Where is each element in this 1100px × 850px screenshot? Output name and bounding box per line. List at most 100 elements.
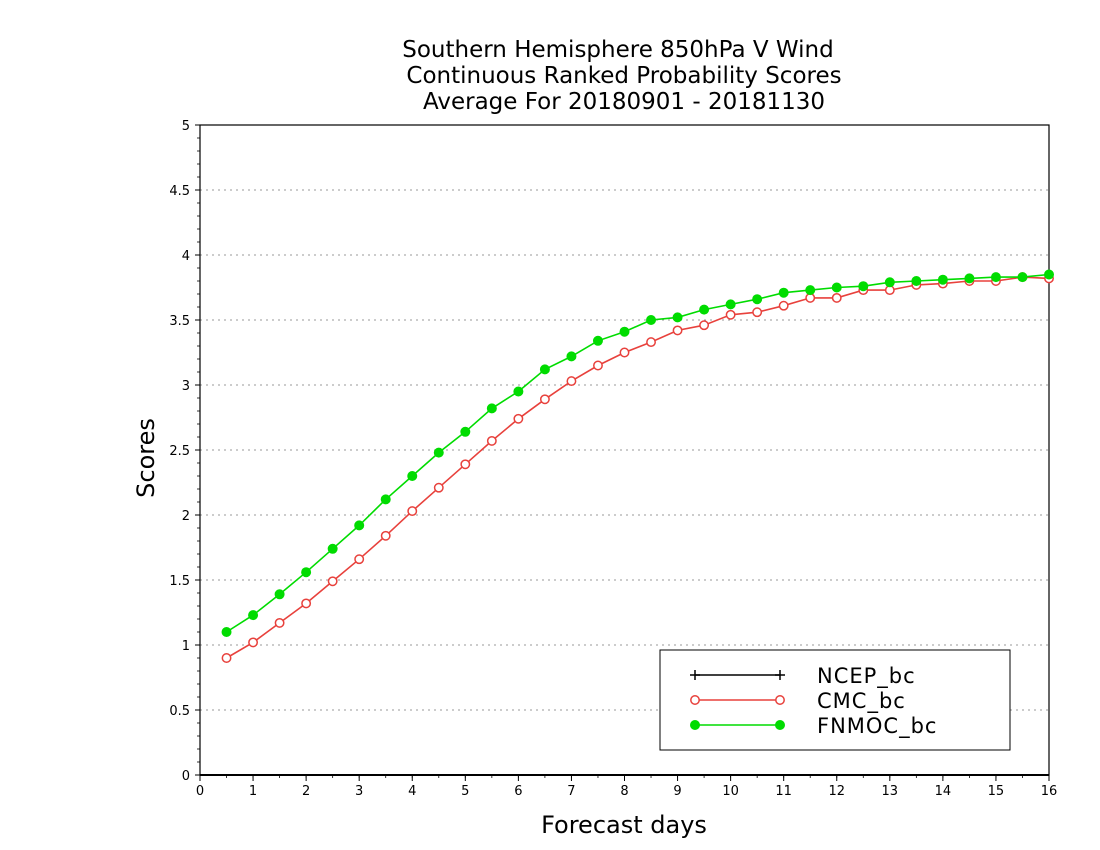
data-point-cmc-bc: [221, 653, 232, 663]
data-point-fnmoc-bc: [513, 386, 524, 397]
data-point-cmc-bc: [593, 360, 603, 371]
data-point-fnmoc-bc: [460, 426, 471, 437]
data-point-fnmoc-bc: [407, 471, 418, 481]
x-tick-label: 13: [882, 784, 899, 799]
data-point-fnmoc-bc: [937, 274, 948, 285]
data-point-fnmoc-bc: [619, 326, 630, 337]
data-point-fnmoc-bc: [221, 627, 232, 637]
data-point-cmc-bc: [380, 530, 391, 541]
data-point-cmc-bc: [831, 292, 842, 303]
data-point-cmc-bc: [248, 637, 259, 648]
data-point-cmc-bc: [619, 347, 630, 358]
data-point-cmc-bc: [566, 376, 577, 387]
series-line-fnmoc-bc: [226, 273, 1050, 633]
data-point-cmc-bc: [778, 300, 789, 311]
x-tick-label: 12: [828, 784, 845, 799]
data-point-cmc-bc: [354, 554, 365, 565]
data-point-fnmoc-bc: [486, 403, 497, 414]
y-tick-label: 3.5: [169, 314, 190, 329]
data-point-fnmoc-bc: [566, 351, 577, 362]
data-point-fnmoc-bc: [884, 277, 895, 288]
data-point-cmc-bc: [672, 325, 683, 336]
x-tick-label: 9: [673, 784, 681, 799]
y-tick-label: 2.5: [169, 444, 190, 459]
data-point-fnmoc-bc: [911, 276, 922, 286]
y-tick-label: 1: [182, 639, 190, 654]
legend-entry-cmc-bc: CMC_bc: [690, 689, 906, 714]
x-tick-label: 14: [935, 784, 952, 799]
y-tick-label: 4: [182, 249, 190, 264]
x-tick-label: 8: [620, 784, 628, 799]
series-layer: [221, 269, 1054, 663]
x-tick-label: 1: [249, 784, 257, 799]
x-tick-label: 10: [722, 784, 739, 799]
x-tick-label: 0: [196, 784, 204, 799]
data-point-cmc-bc: [646, 337, 656, 348]
x-axis-label: Forecast days: [541, 811, 707, 839]
data-point-fnmoc-bc: [433, 447, 444, 458]
data-point-fnmoc-bc: [752, 294, 763, 305]
x-tick-label: 4: [408, 784, 416, 799]
data-point-fnmoc-bc: [380, 494, 391, 505]
axes: 00.511.522.533.544.550 1 2 3 4 5 6 7 8 9 10 11 12 13 1…: [169, 119, 1057, 799]
legend-marker-fnmoc-bc: [775, 720, 785, 730]
chart-date-range: Average For 20180901 - 20181130: [423, 89, 825, 115]
data-point-cmc-bc: [539, 394, 550, 405]
data-point-cmc-bc: [301, 598, 312, 609]
x-tick-label: 3: [355, 784, 363, 799]
data-point-cmc-bc: [460, 459, 471, 470]
data-point-fnmoc-bc: [964, 273, 975, 284]
legend-marker-cmc-bc: [690, 695, 700, 705]
legend-entry-fnmoc-bc: FNMOC_bc: [690, 714, 937, 739]
data-point-cmc-bc: [699, 320, 710, 331]
data-point-fnmoc-bc: [1044, 269, 1054, 280]
data-point-fnmoc-bc: [672, 312, 683, 323]
data-point-fnmoc-bc: [539, 364, 550, 375]
data-point-cmc-bc: [513, 413, 524, 424]
data-point-fnmoc-bc: [274, 589, 285, 600]
y-tick-label: 4.5: [169, 184, 190, 199]
data-point-fnmoc-bc: [805, 285, 816, 296]
legend-entry-ncep-bc: NCEP_bc: [690, 664, 915, 689]
x-tick-label: 15: [988, 784, 1005, 799]
legend-marker-cmc-bc: [775, 695, 785, 705]
data-point-fnmoc-bc: [858, 281, 869, 292]
y-tick-label: 3: [182, 379, 190, 394]
data-point-fnmoc-bc: [831, 282, 842, 293]
legend-marker-fnmoc-bc: [690, 720, 700, 730]
data-point-fnmoc-bc: [725, 299, 736, 310]
data-point-cmc-bc: [327, 576, 338, 587]
x-tick-label: 11: [775, 784, 792, 799]
y-tick-label: 5: [182, 119, 190, 134]
data-point-fnmoc-bc: [646, 315, 657, 325]
data-point-cmc-bc: [725, 309, 736, 320]
data-point-cmc-bc: [486, 435, 497, 446]
data-point-cmc-bc: [407, 506, 418, 517]
x-tick-label: 7: [567, 784, 575, 799]
legend-label-fnmoc-bc: FNMOC_bc: [817, 714, 937, 739]
series-line-cmc-bc: [226, 276, 1050, 659]
y-tick-label: 0.5: [169, 704, 190, 719]
data-point-fnmoc-bc: [301, 567, 312, 578]
y-axis-label: Scores: [132, 418, 160, 498]
legend-marker-ncep-bc: [690, 670, 700, 680]
data-point-cmc-bc: [274, 617, 285, 628]
legend-marker-ncep-bc: [775, 670, 785, 680]
legend-label-cmc-bc: CMC_bc: [817, 689, 906, 714]
data-point-fnmoc-bc: [990, 272, 1001, 283]
data-point-fnmoc-bc: [248, 610, 259, 621]
gridlines: [200, 189, 1049, 711]
data-point-fnmoc-bc: [327, 543, 338, 554]
y-tick-label: 0: [182, 769, 190, 784]
data-point-cmc-bc: [433, 482, 444, 493]
data-point-fnmoc-bc: [1017, 272, 1028, 283]
series-cmc-bc: [221, 272, 1054, 663]
series-fnmoc-bc: [221, 269, 1054, 637]
chart-title: Southern Hemisphere 850hPa V Wind: [402, 37, 833, 63]
data-point-cmc-bc: [752, 307, 763, 318]
data-point-fnmoc-bc: [592, 335, 603, 346]
data-point-fnmoc-bc: [778, 287, 789, 298]
chart-subtitle: Continuous Ranked Probability Scores: [406, 63, 841, 89]
